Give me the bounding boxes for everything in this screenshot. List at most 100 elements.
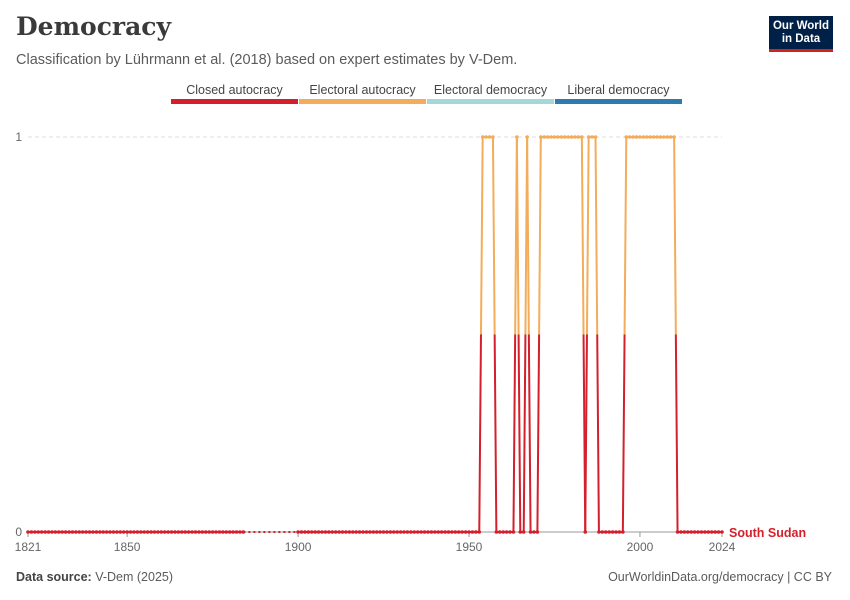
data-point[interactable]	[63, 530, 68, 534]
data-point[interactable]	[491, 135, 495, 139]
data-point[interactable]	[29, 530, 34, 534]
data-point[interactable]	[193, 530, 198, 534]
data-point[interactable]	[658, 135, 663, 139]
data-point[interactable]	[515, 135, 519, 139]
data-point[interactable]	[385, 530, 389, 534]
data-point[interactable]	[87, 530, 92, 534]
legend-liberal-democracy[interactable]: Liberal democracy	[555, 83, 682, 104]
data-point[interactable]	[528, 530, 533, 534]
data-point[interactable]	[552, 135, 557, 139]
data-point[interactable]	[682, 530, 687, 534]
data-point[interactable]	[409, 530, 413, 534]
data-point[interactable]	[603, 530, 608, 534]
data-point[interactable]	[306, 530, 311, 534]
data-point[interactable]	[128, 530, 133, 534]
data-point[interactable]	[33, 530, 37, 534]
data-point[interactable]	[501, 530, 506, 534]
data-point[interactable]	[108, 530, 112, 534]
data-point[interactable]	[607, 530, 611, 534]
data-point[interactable]	[221, 530, 225, 534]
data-point[interactable]	[309, 530, 314, 534]
data-point[interactable]	[327, 530, 331, 534]
data-point[interactable]	[539, 135, 543, 139]
data-point[interactable]	[709, 530, 714, 534]
data-point[interactable]	[186, 530, 191, 534]
data-point[interactable]	[224, 530, 229, 534]
data-point[interactable]	[569, 135, 574, 139]
data-point[interactable]	[556, 135, 560, 139]
data-point[interactable]	[361, 530, 365, 534]
data-point[interactable]	[521, 530, 526, 534]
data-point[interactable]	[77, 530, 82, 534]
legend-closed-autocracy[interactable]: Closed autocracy	[171, 83, 298, 104]
data-point[interactable]	[156, 530, 160, 534]
data-point[interactable]	[610, 530, 615, 534]
data-point[interactable]	[378, 530, 382, 534]
data-point[interactable]	[354, 530, 358, 534]
data-point[interactable]	[583, 530, 588, 534]
data-point[interactable]	[50, 530, 54, 534]
data-point[interactable]	[323, 530, 328, 534]
data-point[interactable]	[477, 530, 482, 534]
data-point[interactable]	[508, 530, 512, 534]
data-point[interactable]	[135, 530, 140, 534]
data-point[interactable]	[183, 530, 188, 534]
data-point[interactable]	[713, 530, 717, 534]
data-point[interactable]	[227, 530, 232, 534]
data-point[interactable]	[439, 530, 444, 534]
data-point[interactable]	[446, 530, 451, 534]
data-point[interactable]	[46, 530, 51, 534]
data-point[interactable]	[545, 135, 550, 139]
data-point[interactable]	[696, 530, 700, 534]
data-point[interactable]	[176, 530, 181, 534]
data-point[interactable]	[699, 530, 704, 534]
data-point[interactable]	[467, 530, 471, 534]
data-point[interactable]	[614, 530, 618, 534]
data-point[interactable]	[152, 530, 157, 534]
data-point[interactable]	[405, 530, 410, 534]
data-point[interactable]	[43, 530, 47, 534]
data-point[interactable]	[573, 135, 577, 139]
data-point[interactable]	[118, 530, 123, 534]
data-point[interactable]	[371, 530, 376, 534]
data-point[interactable]	[419, 530, 423, 534]
data-point[interactable]	[60, 530, 64, 534]
data-point[interactable]	[600, 530, 605, 534]
data-point[interactable]	[692, 530, 697, 534]
data-point[interactable]	[173, 530, 177, 534]
data-point[interactable]	[67, 530, 71, 534]
data-point[interactable]	[634, 135, 639, 139]
data-point[interactable]	[627, 135, 632, 139]
data-point[interactable]	[641, 135, 646, 139]
data-point[interactable]	[313, 530, 317, 534]
data-point[interactable]	[470, 530, 475, 534]
data-point[interactable]	[207, 530, 211, 534]
data-point[interactable]	[532, 530, 536, 534]
data-point[interactable]	[101, 530, 106, 534]
data-point[interactable]	[180, 530, 184, 534]
data-point[interactable]	[590, 135, 594, 139]
data-point[interactable]	[333, 530, 338, 534]
data-point[interactable]	[296, 530, 300, 534]
data-point[interactable]	[74, 530, 78, 534]
data-point[interactable]	[665, 135, 670, 139]
data-point[interactable]	[214, 530, 218, 534]
data-point[interactable]	[549, 135, 553, 139]
data-point[interactable]	[97, 530, 102, 534]
data-point[interactable]	[525, 135, 529, 139]
data-point[interactable]	[70, 530, 75, 534]
data-point[interactable]	[566, 135, 570, 139]
data-point[interactable]	[716, 530, 721, 534]
owid-logo[interactable]: Our World in Data	[769, 16, 833, 52]
data-point[interactable]	[511, 530, 516, 534]
data-point[interactable]	[433, 530, 437, 534]
data-point[interactable]	[504, 530, 509, 534]
legend-electoral-democracy[interactable]: Electoral democracy	[427, 83, 554, 104]
data-point[interactable]	[436, 530, 441, 534]
data-point[interactable]	[624, 135, 629, 139]
data-point[interactable]	[350, 530, 355, 534]
data-point[interactable]	[586, 135, 591, 139]
data-point[interactable]	[559, 135, 564, 139]
data-point[interactable]	[395, 530, 400, 534]
data-point[interactable]	[679, 530, 683, 534]
